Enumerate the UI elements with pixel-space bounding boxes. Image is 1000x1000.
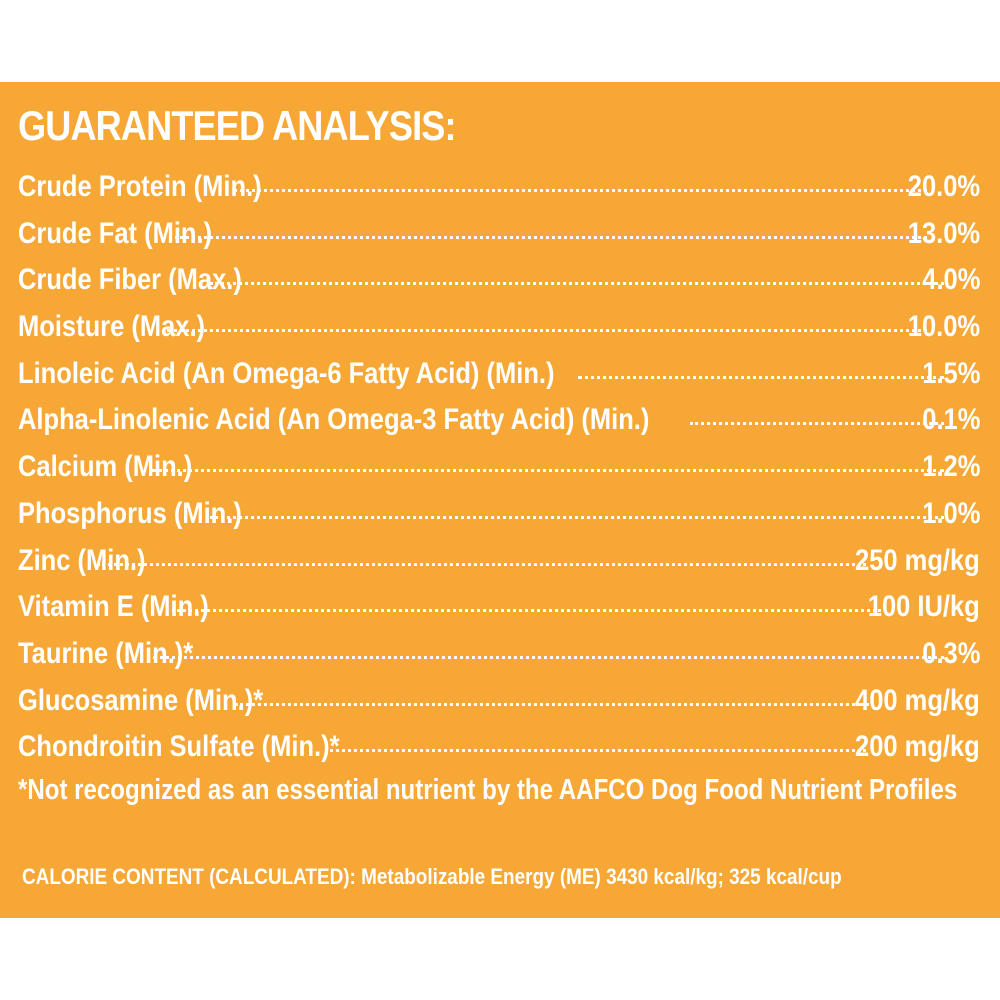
nutrient-value: 13.0% xyxy=(907,216,980,250)
analysis-row: Zinc (Min.) 250 mg/kg xyxy=(18,544,980,591)
nutrient-label: Zinc (Min.) xyxy=(18,543,146,577)
dot-leader xyxy=(153,655,945,659)
panel-title: GUARANTEED ANALYSIS: xyxy=(18,102,457,149)
nutrient-value: 0.1% xyxy=(921,403,980,437)
analysis-row: Phosphorus (Min.) 1.0% xyxy=(18,497,980,544)
analysis-row: Moisture (Max.) 10.0% xyxy=(18,310,980,357)
nutrient-value: 0.3% xyxy=(921,636,980,670)
dot-leader xyxy=(210,515,945,519)
nutrient-label: Glucosamine (Min.)* xyxy=(18,683,264,717)
dot-leader xyxy=(210,282,945,286)
nutrient-label: Taurine (Min.)* xyxy=(18,636,194,670)
analysis-row: Calcium (Min.) 1.2% xyxy=(18,450,980,497)
dot-leader xyxy=(578,375,945,379)
analysis-row: Linoleic Acid (An Omega-6 Fatty Acid) (M… xyxy=(18,357,980,404)
nutrient-value: 1.5% xyxy=(921,356,980,390)
nutrient-value: 200 mg/kg xyxy=(855,730,980,764)
nutrient-label: Chondroitin Sulfate (Min.)* xyxy=(18,730,340,764)
calorie-content: CALORIE CONTENT (CALCULATED): Metaboliza… xyxy=(22,864,842,889)
analysis-row: Taurine (Min.)* 0.3% xyxy=(18,637,980,684)
dot-leader xyxy=(325,749,866,753)
nutrient-label: Crude Fiber (Max.) xyxy=(18,263,242,297)
nutrient-label: Crude Fat (Min.) xyxy=(18,216,213,250)
nutrient-label: Calcium (Min.) xyxy=(18,450,193,484)
nutrient-label: Alpha-Linolenic Acid (An Omega-3 Fatty A… xyxy=(18,403,650,437)
analysis-row: Crude Fat (Min.) 13.0% xyxy=(18,217,980,264)
nutrient-value: 1.2% xyxy=(921,450,980,484)
dot-leader xyxy=(97,562,866,566)
nutrient-label: Moisture (Max.) xyxy=(18,310,206,344)
nutrient-label: Vitamin E (Min.) xyxy=(18,590,209,624)
analysis-row: Crude Fiber (Max.) 4.0% xyxy=(18,263,980,310)
analysis-row: Glucosamine (Min.)* 400 mg/kg xyxy=(18,684,980,731)
dot-leader xyxy=(235,702,866,706)
nutrient-value: 1.0% xyxy=(921,496,980,530)
dot-leader xyxy=(167,329,928,333)
nutrient-value: 250 mg/kg xyxy=(855,543,980,577)
analysis-row: Crude Protein (Min.) 20.0% xyxy=(18,170,980,217)
analysis-list: Crude Protein (Min.) 20.0% Crude Fat (Mi… xyxy=(18,170,980,777)
dot-leader xyxy=(175,235,928,239)
aafco-footnote: *Not recognized as an essential nutrient… xyxy=(18,774,958,806)
nutrient-value: 400 mg/kg xyxy=(855,683,980,717)
analysis-row: Alpha-Linolenic Acid (An Omega-3 Fatty A… xyxy=(18,403,980,450)
nutrient-value: 10.0% xyxy=(907,310,980,344)
guaranteed-analysis-panel: GUARANTEED ANALYSIS: Crude Protein (Min.… xyxy=(0,82,1000,918)
nutrient-label: Crude Protein (Min.) xyxy=(18,170,262,203)
dot-leader xyxy=(233,189,928,192)
nutrient-value: 100 IU/kg xyxy=(868,590,980,624)
dot-leader xyxy=(171,609,881,613)
dot-leader xyxy=(152,469,945,473)
nutrient-label: Phosphorus (Min.) xyxy=(18,496,242,530)
analysis-row: Chondroitin Sulfate (Min.)* 200 mg/kg xyxy=(18,730,980,777)
nutrient-label: Linoleic Acid (An Omega-6 Fatty Acid) (M… xyxy=(18,356,555,390)
nutrient-value: 4.0% xyxy=(921,263,980,297)
nutrient-value: 20.0% xyxy=(907,170,980,203)
dot-leader xyxy=(689,422,945,426)
analysis-row: Vitamin E (Min.) 100 IU/kg xyxy=(18,590,980,637)
